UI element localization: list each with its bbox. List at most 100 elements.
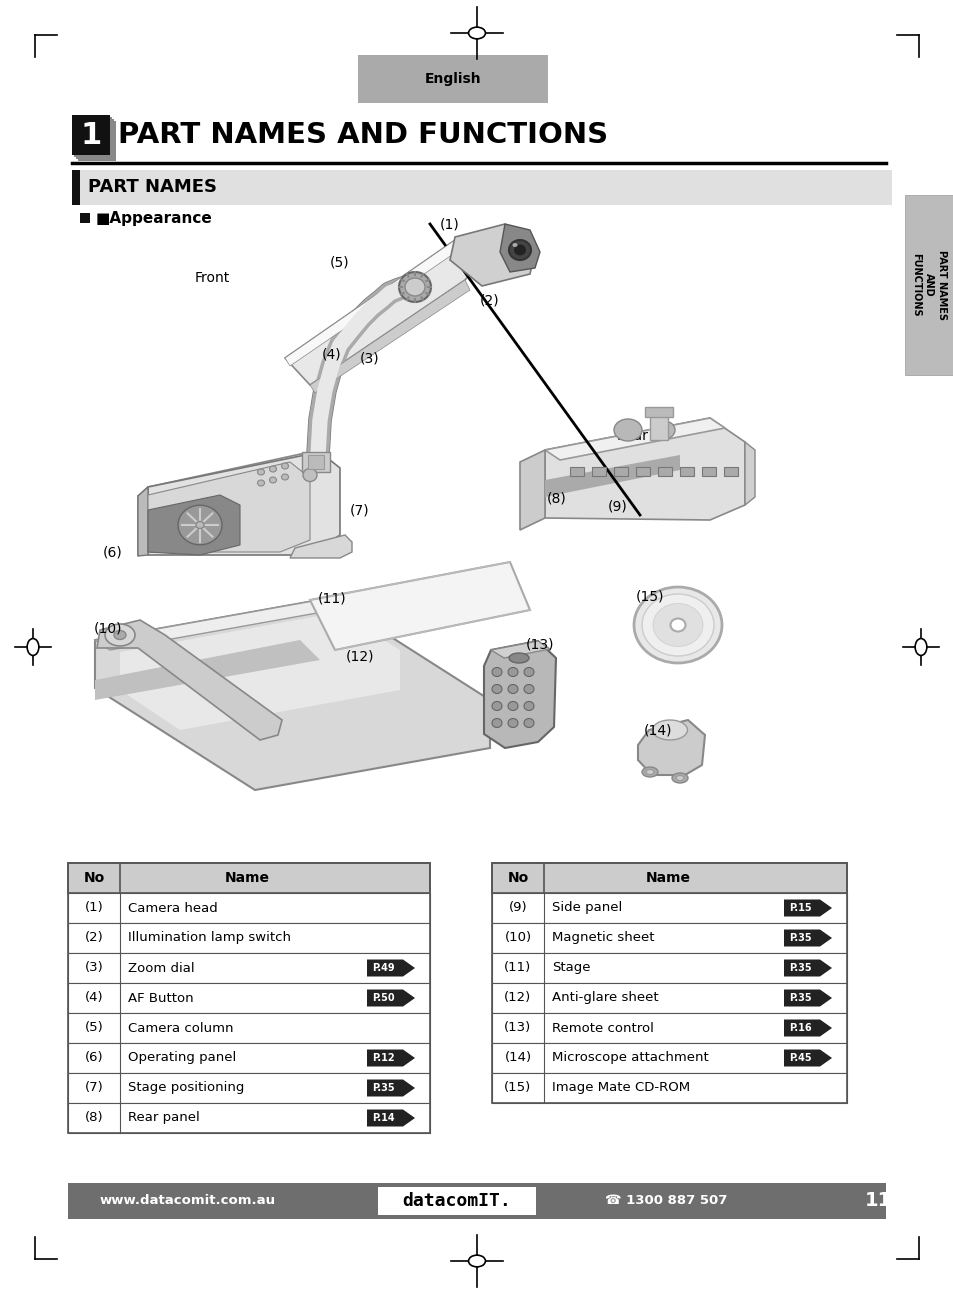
Ellipse shape <box>512 243 517 247</box>
Polygon shape <box>367 1079 415 1096</box>
Ellipse shape <box>257 468 264 475</box>
Text: PART NAMES: PART NAMES <box>88 179 216 195</box>
Bar <box>658 467 671 476</box>
Polygon shape <box>95 641 319 700</box>
Ellipse shape <box>645 770 654 775</box>
Ellipse shape <box>641 594 713 656</box>
Polygon shape <box>285 239 479 386</box>
Text: (12): (12) <box>504 991 531 1004</box>
Ellipse shape <box>105 624 135 646</box>
Bar <box>74 116 112 157</box>
Text: (5): (5) <box>85 1021 103 1034</box>
Ellipse shape <box>405 278 424 296</box>
Ellipse shape <box>303 468 316 481</box>
Bar <box>614 467 627 476</box>
Ellipse shape <box>523 685 534 694</box>
Ellipse shape <box>492 685 501 694</box>
Bar <box>68 893 430 923</box>
Text: Magnetic sheet: Magnetic sheet <box>552 932 654 945</box>
Bar <box>904 195 953 375</box>
Polygon shape <box>491 641 550 659</box>
Text: Name: Name <box>225 871 270 885</box>
Text: No: No <box>83 871 105 885</box>
Polygon shape <box>120 612 399 730</box>
Ellipse shape <box>178 505 222 545</box>
Polygon shape <box>544 418 724 459</box>
Bar <box>68 863 430 893</box>
Bar <box>867 1183 885 1219</box>
Ellipse shape <box>468 1255 485 1267</box>
Polygon shape <box>138 487 148 556</box>
Text: P.12: P.12 <box>372 1053 395 1062</box>
Text: P.35: P.35 <box>789 963 811 973</box>
Text: Rear panel: Rear panel <box>128 1112 199 1124</box>
Polygon shape <box>148 496 240 555</box>
Text: Side panel: Side panel <box>552 902 621 915</box>
Ellipse shape <box>614 419 641 441</box>
Ellipse shape <box>281 474 288 480</box>
Polygon shape <box>783 929 831 946</box>
Text: (2): (2) <box>479 292 499 307</box>
Ellipse shape <box>269 466 276 472</box>
Bar <box>492 983 846 1013</box>
Text: (7): (7) <box>350 503 370 518</box>
Ellipse shape <box>113 630 126 639</box>
Text: Front: Front <box>194 270 230 285</box>
Ellipse shape <box>507 685 517 694</box>
Polygon shape <box>285 239 461 366</box>
Polygon shape <box>367 959 415 977</box>
Text: datacomIT.: datacomIT. <box>402 1192 511 1210</box>
Text: 1: 1 <box>80 120 102 150</box>
Text: (13): (13) <box>504 1021 531 1034</box>
Bar <box>80 214 90 223</box>
Bar <box>679 467 693 476</box>
Ellipse shape <box>509 653 529 663</box>
Polygon shape <box>367 1109 415 1127</box>
Text: Stage positioning: Stage positioning <box>128 1082 244 1095</box>
Polygon shape <box>783 990 831 1007</box>
Text: (15): (15) <box>504 1082 531 1095</box>
Bar <box>569 467 583 476</box>
Polygon shape <box>519 450 544 531</box>
Bar <box>68 1043 430 1073</box>
Ellipse shape <box>523 668 534 677</box>
Polygon shape <box>290 534 352 558</box>
Text: (11): (11) <box>317 591 346 606</box>
Polygon shape <box>483 641 556 748</box>
Text: (14): (14) <box>504 1052 531 1065</box>
Polygon shape <box>310 562 530 650</box>
Text: (8): (8) <box>85 1112 103 1124</box>
Text: (8): (8) <box>547 490 566 505</box>
Bar <box>68 863 430 1134</box>
Ellipse shape <box>27 638 39 656</box>
Text: No: No <box>507 871 528 885</box>
Text: P.35: P.35 <box>789 992 811 1003</box>
Bar <box>723 467 738 476</box>
Ellipse shape <box>281 463 288 468</box>
Ellipse shape <box>523 701 534 710</box>
Polygon shape <box>310 280 470 393</box>
Text: (6): (6) <box>103 546 123 560</box>
Polygon shape <box>148 462 310 553</box>
Bar <box>68 983 430 1013</box>
Polygon shape <box>783 1020 831 1036</box>
Ellipse shape <box>492 701 501 710</box>
Text: ☎ 1300 887 507: ☎ 1300 887 507 <box>604 1194 726 1207</box>
Bar <box>78 122 116 160</box>
Text: (7): (7) <box>85 1082 103 1095</box>
Text: (9): (9) <box>508 902 527 915</box>
Text: Remote control: Remote control <box>552 1021 653 1034</box>
Bar <box>71 115 110 155</box>
Bar <box>492 863 846 893</box>
Text: (14): (14) <box>643 723 672 738</box>
Ellipse shape <box>514 245 525 255</box>
Text: P.35: P.35 <box>372 1083 395 1093</box>
Polygon shape <box>138 487 148 556</box>
Polygon shape <box>744 443 754 505</box>
Text: ■Appearance: ■Appearance <box>96 211 213 225</box>
Ellipse shape <box>492 718 501 727</box>
Ellipse shape <box>523 718 534 727</box>
Text: Operating panel: Operating panel <box>128 1052 236 1065</box>
Text: Microscope attachment: Microscope attachment <box>552 1052 708 1065</box>
Bar <box>492 952 846 983</box>
